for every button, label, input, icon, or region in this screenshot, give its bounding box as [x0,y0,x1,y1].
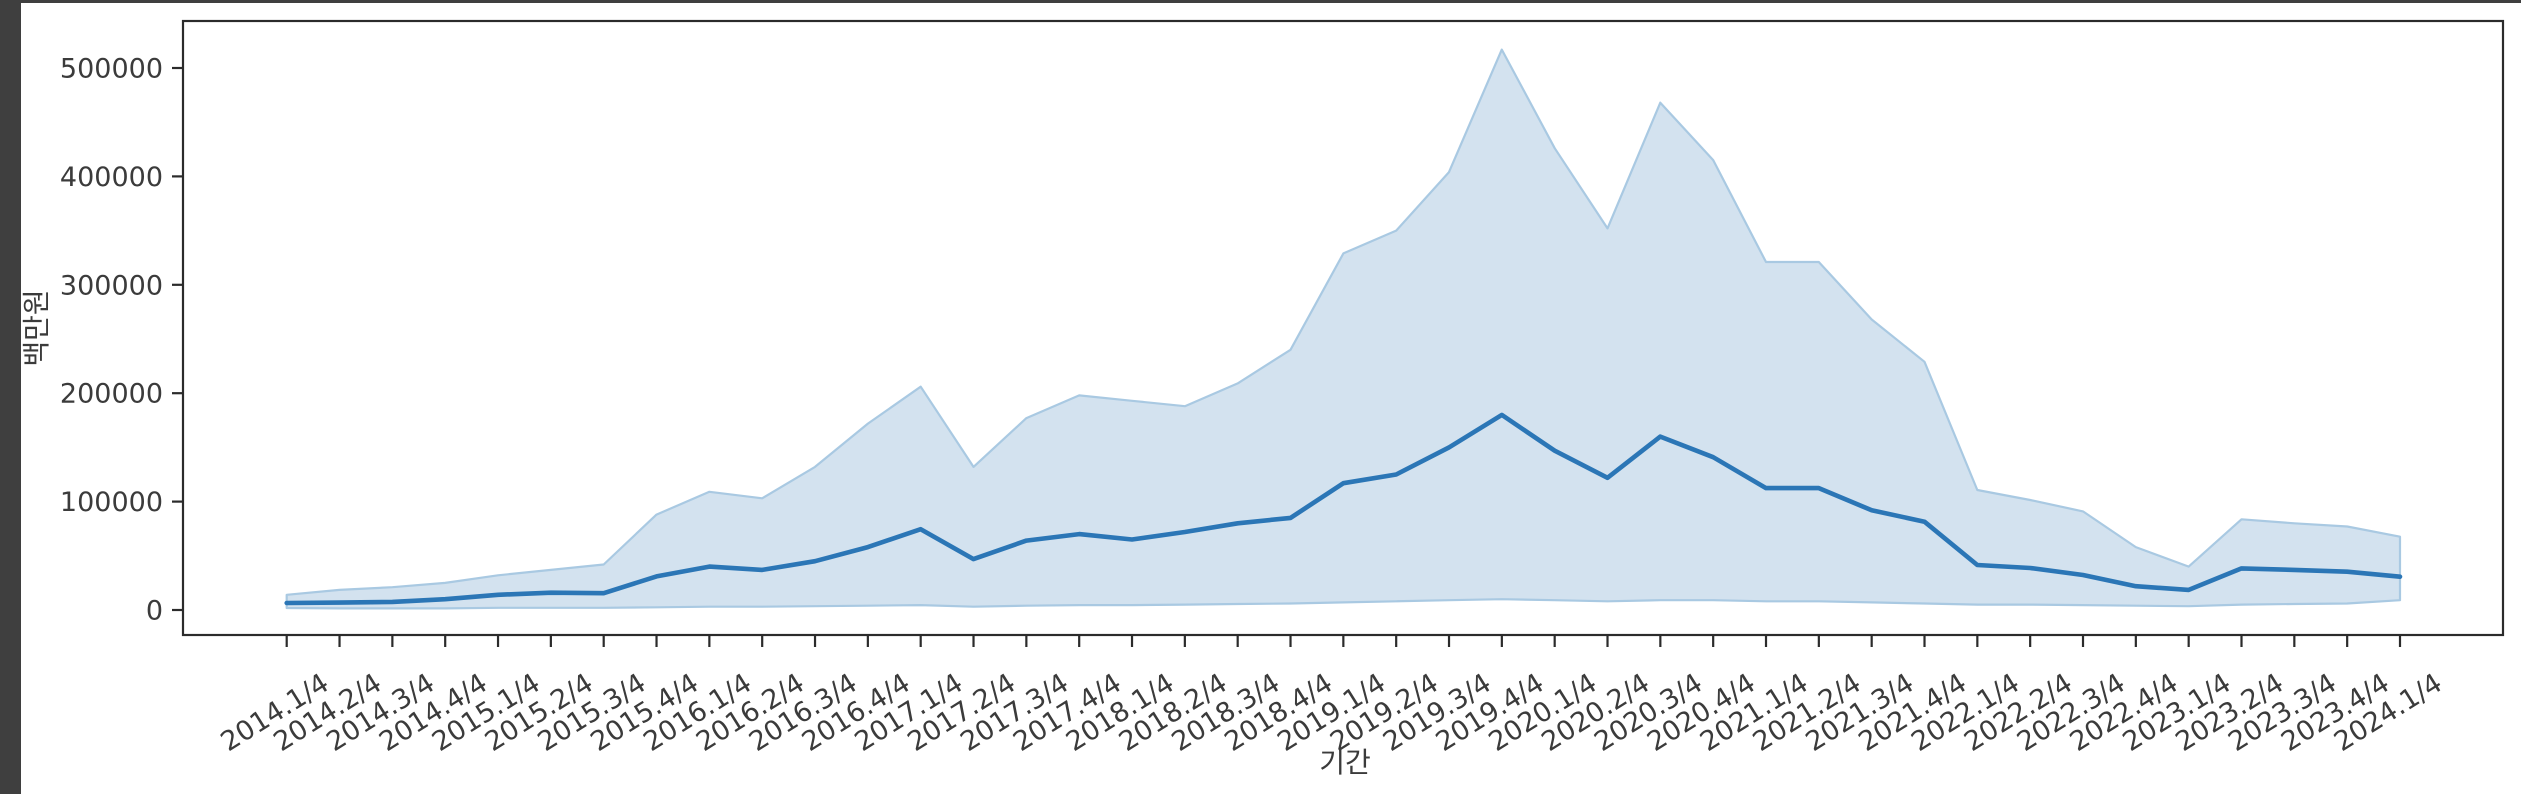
y-tick-label: 200000 [60,379,163,410]
confidence-band-layer [285,48,2402,610]
window-edge-top [0,0,2521,3]
y-tick-label: 300000 [60,270,163,301]
y-tick-label: 500000 [60,54,163,85]
median-line-layer [284,412,2403,606]
y-tick-label: 100000 [60,487,163,518]
window-edge-left [0,0,21,794]
y-tick-label: 400000 [60,162,163,193]
x-axis-title: 기간 [1319,746,1371,779]
confidence-band [285,48,2402,610]
median-line [284,412,2403,606]
y-axis-title: 백만원 [20,289,53,366]
y-tick-label: 0 [146,596,163,627]
